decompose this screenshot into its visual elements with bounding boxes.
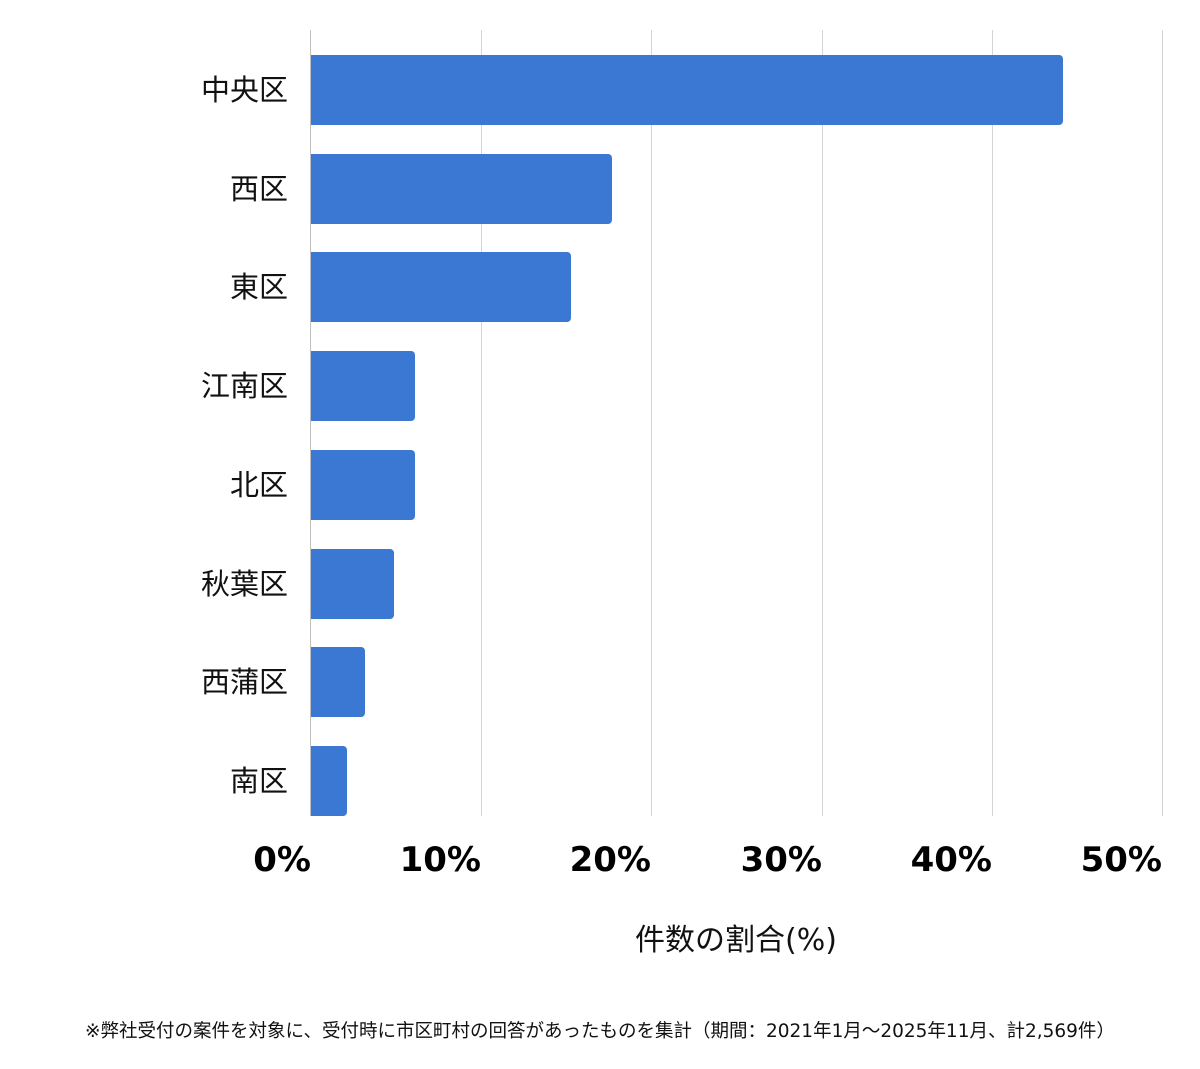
category-label: 北区	[229, 468, 288, 502]
gridline	[822, 30, 823, 816]
category-label: 東区	[229, 270, 288, 304]
bar-chart: 中央区西区東区江南区北区秋葉区西蒲区南区 0% 10% 20% 30% 40% 50% 件…	[200, 30, 1163, 958]
category-label: 中央区	[200, 73, 288, 107]
category-label: 江南区	[200, 369, 288, 403]
category-label: 南区	[229, 764, 288, 798]
gridline	[310, 30, 311, 816]
x-tick-label: 30%	[740, 840, 822, 880]
bar	[311, 252, 571, 322]
bar	[311, 351, 415, 421]
x-tick-label: 40%	[910, 840, 992, 880]
x-tick-label: 10%	[399, 840, 481, 880]
gridline	[992, 30, 993, 816]
bar	[311, 154, 612, 224]
gridline	[1162, 30, 1163, 816]
x-tick-label: 50%	[1080, 840, 1162, 880]
category-label: 秋葉区	[200, 567, 288, 601]
footnote: ※弊社受付の案件を対象に、受付時に市区町村の回答があったものを集計（期間：202…	[85, 1021, 1115, 1042]
x-tick-label: 20%	[569, 840, 651, 880]
category-label: 西蒲区	[200, 665, 288, 699]
gridline	[651, 30, 652, 816]
gridline	[481, 30, 482, 816]
bar	[311, 647, 365, 717]
bar	[311, 450, 415, 520]
bar	[311, 549, 394, 619]
category-label: 西区	[229, 172, 288, 206]
bar	[311, 55, 1063, 125]
x-axis-label: 件数の割合(%)	[635, 923, 837, 958]
bar	[311, 746, 347, 816]
x-tick-label: 0%	[253, 840, 311, 880]
